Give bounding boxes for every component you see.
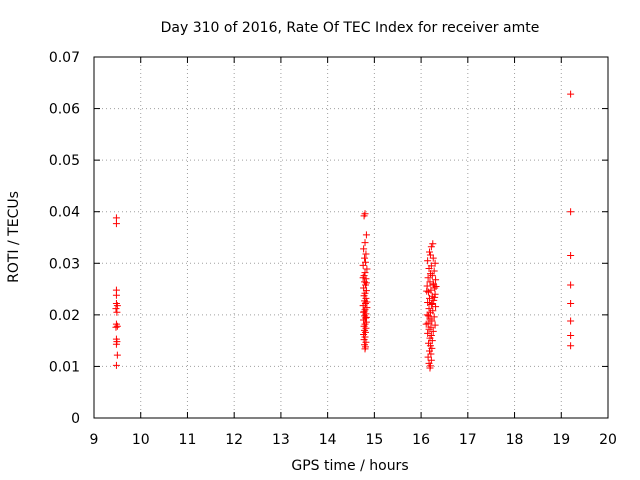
data-point — [113, 322, 121, 330]
y-tick-label: 0.01 — [49, 359, 80, 375]
data-point — [567, 252, 575, 260]
grid — [94, 57, 608, 418]
ticks: 9 10 11 12 13 14 15 16 17 18 19 20 0 0.01 0.02 0.03 0.04… — [49, 50, 617, 448]
x-tick-label: 9 — [90, 432, 99, 448]
data-point — [424, 353, 432, 361]
data-point — [430, 313, 438, 321]
data-point — [430, 296, 438, 304]
data-point — [428, 337, 436, 345]
x-tick-label: 12 — [225, 432, 243, 448]
data-point — [425, 264, 433, 272]
data-point — [362, 250, 370, 258]
data-point — [360, 308, 368, 316]
data-point — [428, 272, 436, 280]
y-tick-label: 0 — [71, 411, 80, 427]
data-point — [112, 323, 120, 331]
data-point — [112, 361, 120, 369]
y-tick-label: 0.03 — [49, 256, 80, 272]
data-point — [362, 313, 370, 321]
data-point — [425, 325, 433, 333]
data-point — [113, 302, 121, 310]
x-tick-label: 11 — [179, 432, 197, 448]
data-point — [361, 254, 369, 262]
data-point — [427, 243, 435, 251]
y-tick-label: 0.05 — [49, 153, 80, 169]
data-point — [426, 248, 434, 256]
data-point — [567, 342, 575, 350]
data-point — [426, 294, 434, 302]
y-axis-label: ROTI / TECUs — [6, 191, 22, 283]
data-point — [359, 302, 367, 310]
data-point — [424, 329, 432, 337]
data-point — [425, 312, 433, 320]
x-tick-label: 13 — [272, 432, 290, 448]
data-point — [113, 351, 121, 359]
x-tick-label: 10 — [132, 432, 150, 448]
x-tick-label: 17 — [459, 432, 477, 448]
data-point — [430, 267, 438, 275]
data-point — [360, 212, 368, 220]
data-point — [429, 240, 437, 248]
x-tick-label: 19 — [552, 432, 570, 448]
x-axis-label: GPS time / hours — [291, 458, 408, 474]
y-tick-label: 0.04 — [49, 205, 80, 221]
data-point — [361, 345, 369, 353]
data-point — [567, 331, 575, 339]
y-tick-label: 0.02 — [49, 308, 80, 324]
data-point — [431, 259, 439, 267]
data-point — [363, 298, 371, 306]
data-point — [567, 281, 575, 289]
data-point — [432, 282, 440, 290]
data-point — [426, 364, 434, 372]
y-tick-label: 0.06 — [49, 102, 80, 118]
data-point — [431, 293, 439, 301]
x-tick-label: 15 — [365, 432, 383, 448]
data-point — [426, 347, 434, 355]
data-point — [567, 208, 575, 216]
axes — [93, 56, 609, 419]
data-point — [423, 287, 431, 295]
data-point — [424, 257, 432, 265]
data-point — [428, 317, 436, 325]
chart-title: Day 310 of 2016, Rate Of TEC Index for r… — [161, 20, 540, 36]
data-point — [422, 320, 430, 328]
data-point — [427, 301, 435, 309]
data-point — [112, 305, 120, 313]
data-point — [567, 90, 575, 98]
data-point — [113, 308, 121, 316]
data-point — [567, 317, 575, 325]
data-point — [429, 254, 437, 262]
data-point — [429, 327, 437, 335]
data-point — [361, 269, 369, 277]
data-point — [567, 300, 575, 308]
data-point — [362, 279, 370, 287]
data-point — [424, 274, 432, 282]
data-point — [424, 298, 432, 306]
plot-frame — [93, 56, 609, 419]
data-point — [425, 305, 433, 313]
data-point — [423, 311, 431, 319]
data-point — [431, 284, 439, 292]
data-point — [362, 231, 370, 239]
data-point — [432, 303, 440, 311]
x-tick-label: 18 — [506, 432, 524, 448]
data-point — [112, 340, 120, 348]
data-point — [360, 245, 368, 253]
data-point — [112, 291, 120, 299]
data-points — [112, 90, 575, 372]
data-point — [359, 261, 367, 269]
y-tick-label: 0.07 — [49, 50, 80, 66]
data-point — [432, 276, 440, 284]
data-point — [359, 274, 367, 282]
data-point — [363, 265, 371, 273]
data-point — [431, 321, 439, 329]
data-point — [112, 220, 120, 228]
x-tick-label: 20 — [599, 432, 617, 448]
x-tick-label: 16 — [412, 432, 430, 448]
data-point — [428, 300, 436, 308]
x-tick-label: 14 — [319, 432, 337, 448]
data-point — [361, 239, 369, 247]
